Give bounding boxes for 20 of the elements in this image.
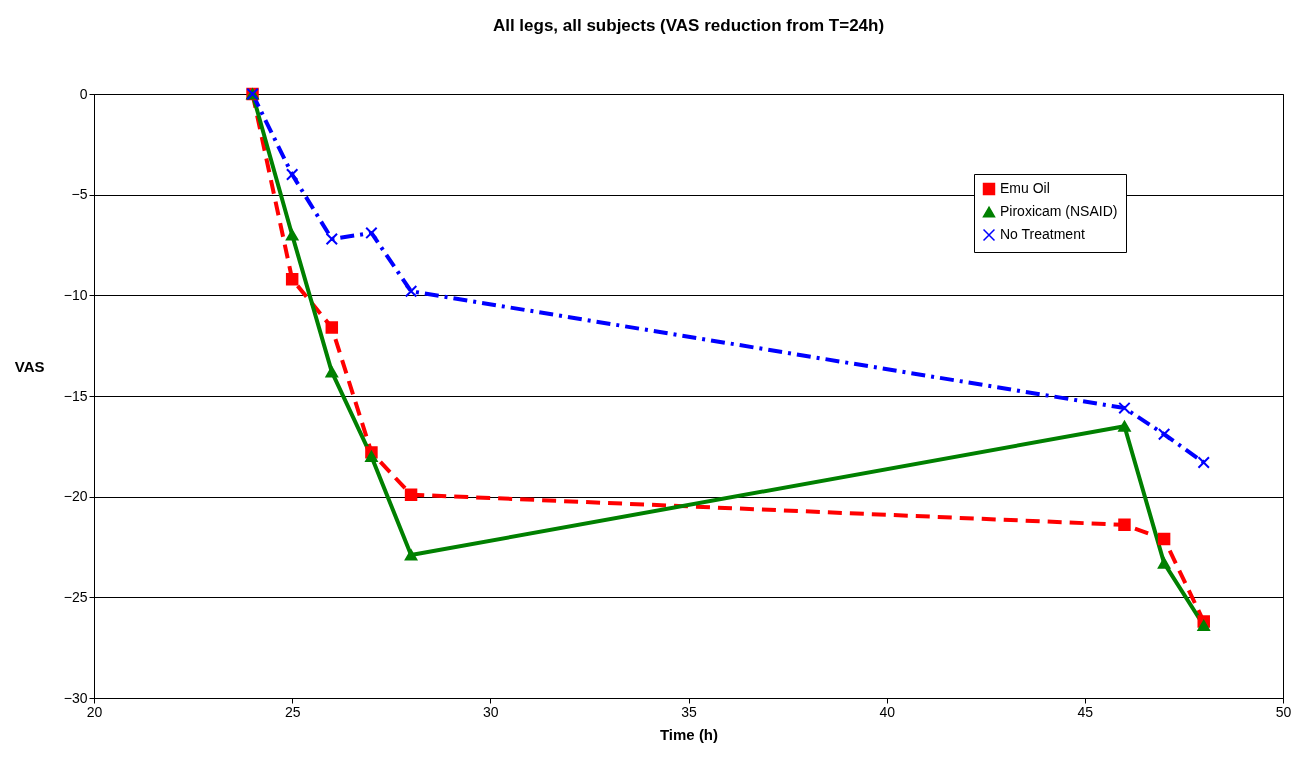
legend-label: No Treatment bbox=[1000, 226, 1085, 242]
x-tick-label: 35 bbox=[681, 703, 697, 720]
x-tick-label: 30 bbox=[483, 703, 499, 720]
x-tick-label: 50 bbox=[1275, 703, 1292, 720]
x-tick-label: 45 bbox=[1077, 703, 1094, 720]
legend-label: Emu Oil bbox=[1000, 180, 1050, 196]
y-tick-label: −5 bbox=[71, 186, 88, 203]
x-axis-title: Time (h) bbox=[659, 725, 719, 743]
y-tick-label: −15 bbox=[63, 387, 88, 404]
y-tick-label: −30 bbox=[63, 689, 88, 706]
x-tick-label: 40 bbox=[879, 703, 896, 720]
x-tick-label: 20 bbox=[86, 703, 103, 720]
x-tick-label: 25 bbox=[284, 703, 301, 720]
y-tick-label: −20 bbox=[63, 488, 88, 505]
y-tick-label: −10 bbox=[63, 286, 88, 303]
y-tick-label: −25 bbox=[63, 588, 88, 605]
y-axis-title: VAS bbox=[14, 357, 45, 375]
legend-label: Piroxicam (NSAID) bbox=[1000, 203, 1118, 219]
y-tick-label: 0 bbox=[79, 85, 88, 102]
chart-title: All legs, all subjects (VAS reduction from T=24h) bbox=[492, 15, 885, 35]
